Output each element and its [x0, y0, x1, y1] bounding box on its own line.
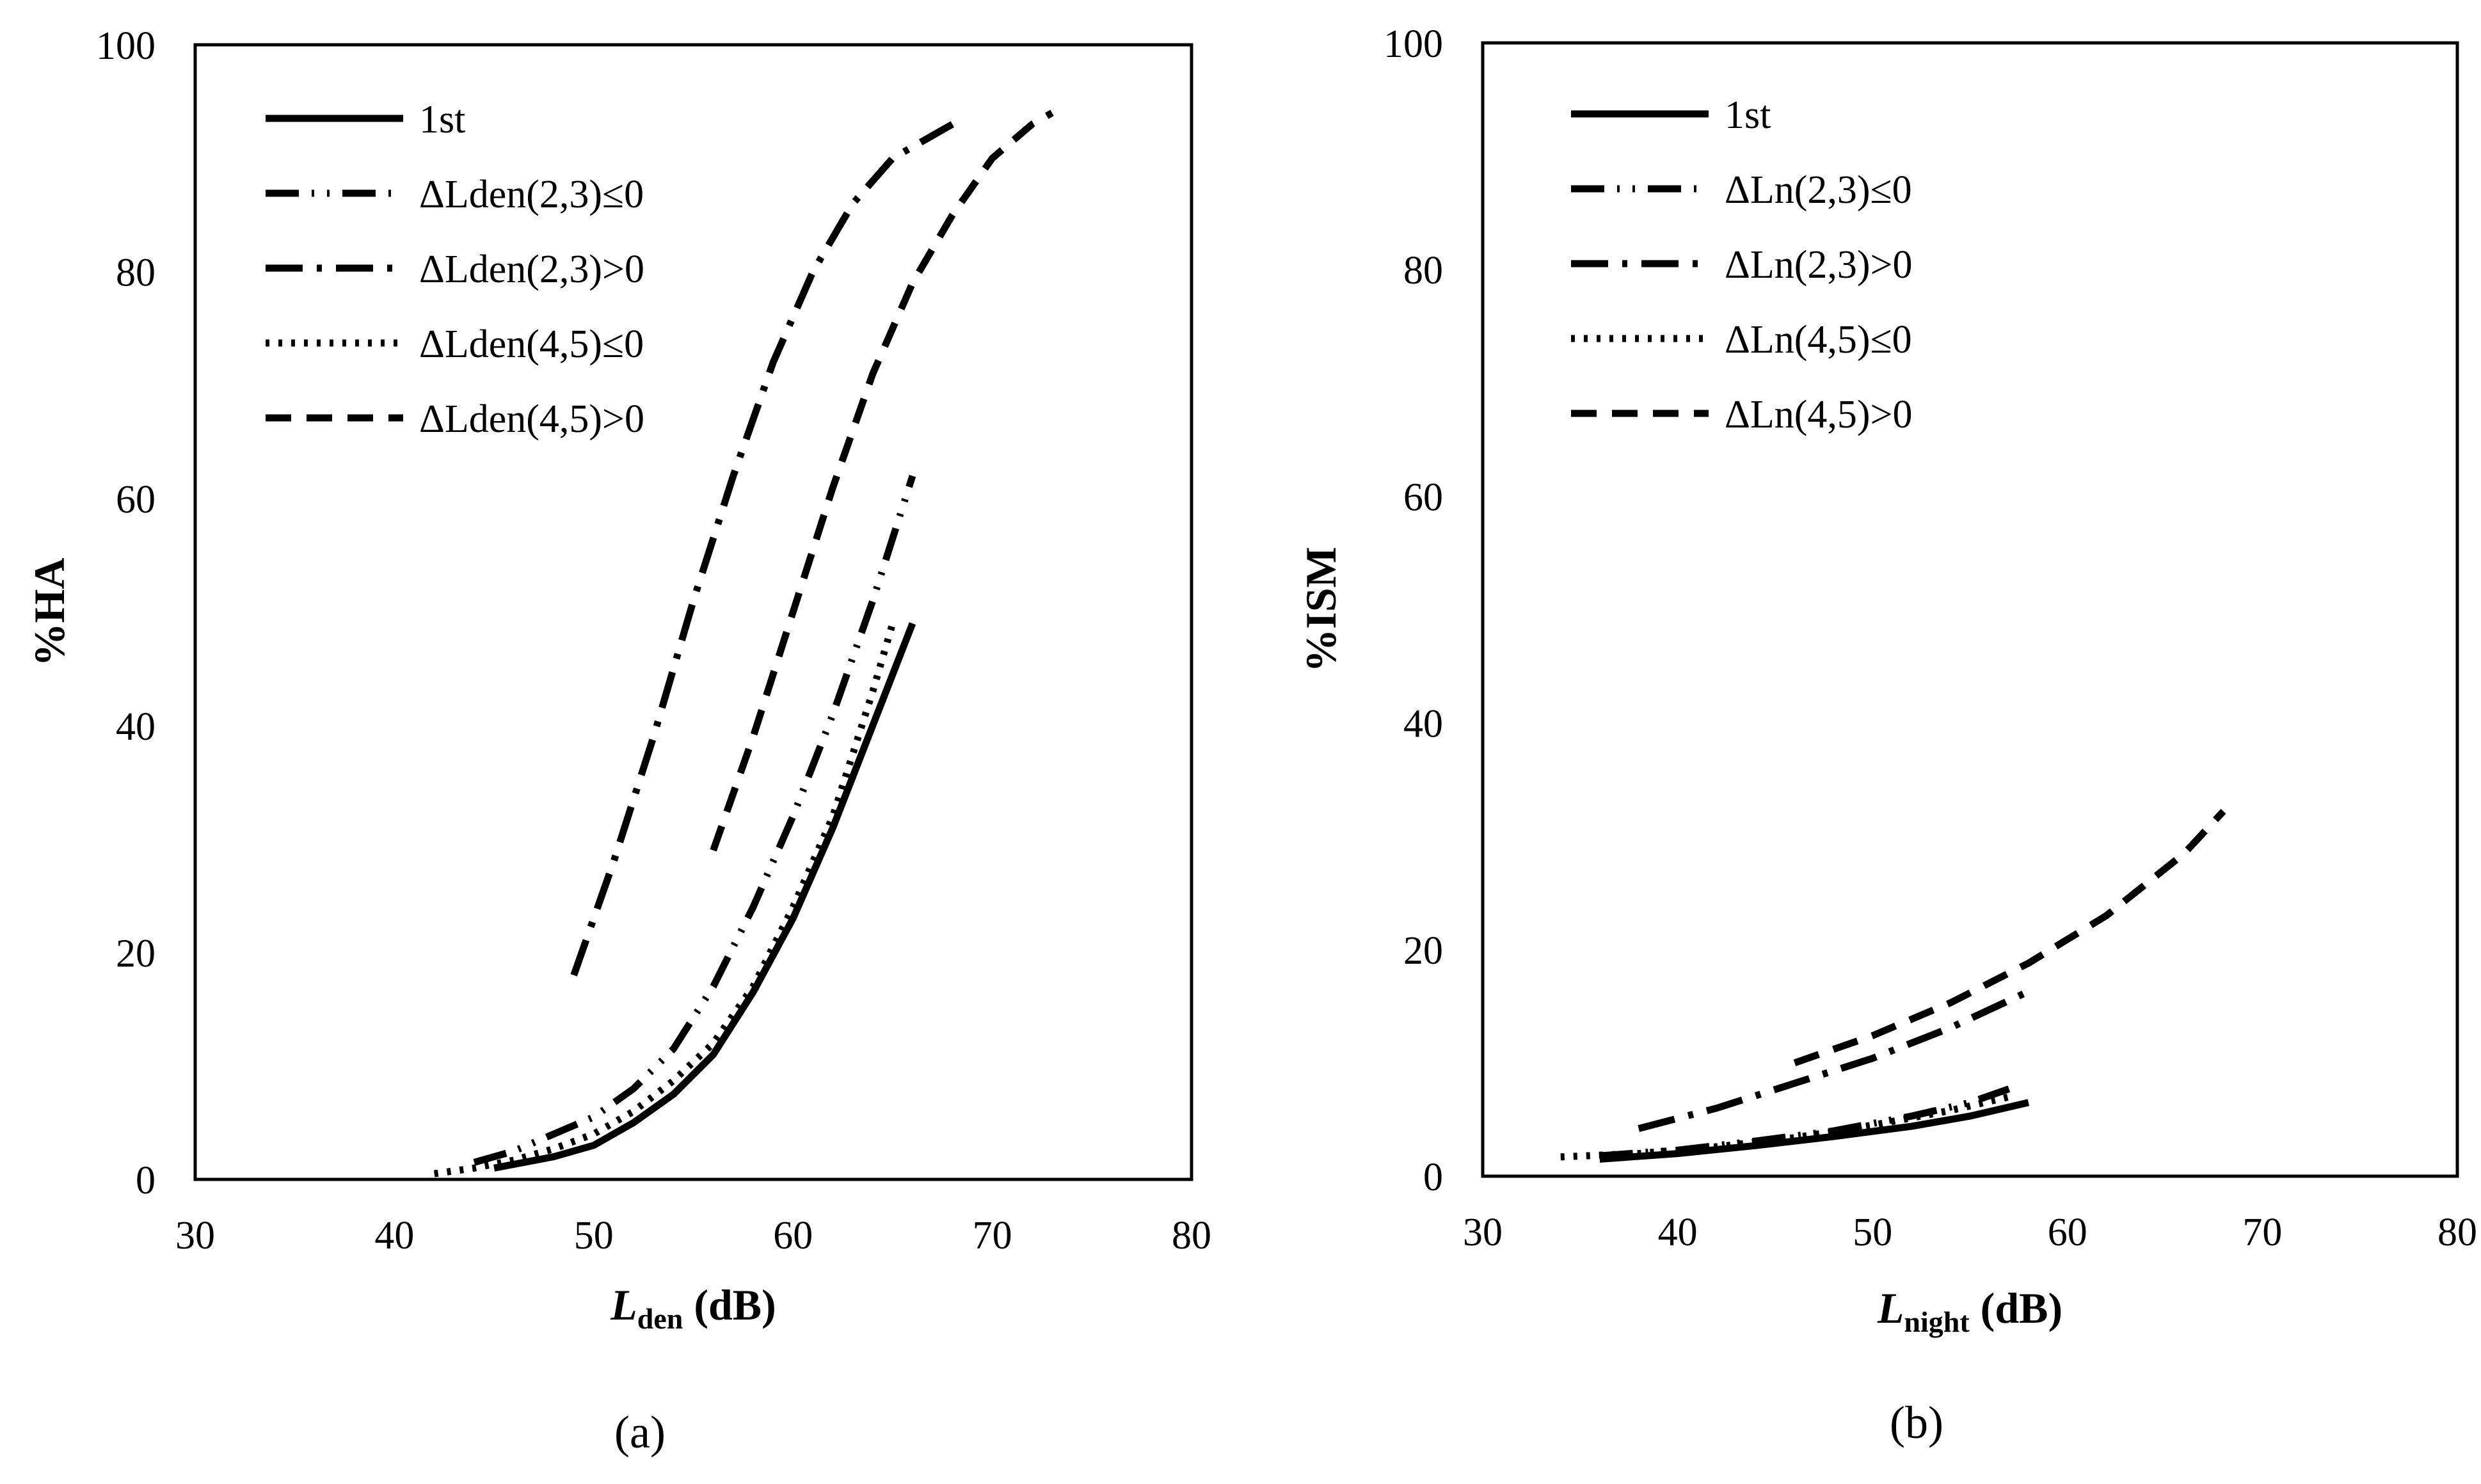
legend: 1st ΔLden(2,3)≤0 ΔLden(2,3)>0 ΔLden(4,5)≤0 Δ…	[266, 98, 644, 441]
x-tick-label: 80	[2437, 1211, 2477, 1254]
panel-label: (b)	[1890, 1397, 1943, 1448]
legend: 1st ΔLn(2,3)≤0 ΔLn(2,3)>0 ΔLn(4,5)≤0 ΔLn(4,5…	[1571, 93, 1913, 436]
y-tick-label: 60	[116, 478, 156, 522]
y-tick-label: 20	[116, 932, 156, 975]
plot-area-frame	[193, 43, 1193, 1181]
x-tick-label: 40	[1658, 1211, 1698, 1254]
legend-label: ΔLn(4,5)≤0	[1725, 318, 1912, 362]
legend-label: ΔLn(2,3)>0	[1725, 243, 1913, 287]
x-tick-label: 60	[773, 1214, 813, 1257]
y-tick-label: 100	[96, 24, 156, 68]
y-tick-label: 0	[136, 1159, 156, 1202]
series-line-3	[570, 121, 955, 977]
legend-label: ΔLn(4,5)>0	[1725, 393, 1913, 436]
series-line-1	[493, 622, 916, 1172]
y-tick-label: 40	[116, 705, 156, 749]
chart-panel-b: 30 40 50 60 70 80 0 20 40 60 80 100 1st ΔLn(2,3)≤0 ΔLn…	[1296, 22, 2477, 1448]
legend-label: 1st	[1725, 93, 1771, 137]
series-line-2	[473, 475, 916, 1166]
legend-label: ΔLden(4,5)≤0	[419, 323, 644, 366]
y-tick-label: 100	[1384, 22, 1443, 66]
x-tick-label: 30	[1463, 1211, 1503, 1254]
x-tick-label: 50	[574, 1214, 614, 1257]
legend-label: ΔLn(2,3)≤0	[1725, 168, 1912, 212]
legend-label: 1st	[419, 98, 465, 141]
x-tick-label: 40	[374, 1214, 414, 1257]
series-line-5	[1793, 808, 2226, 1067]
y-tick-label: 40	[1403, 703, 1443, 746]
y-tick-label: 20	[1403, 929, 1443, 973]
x-axis-title: Lnight (dB)	[1877, 1284, 2062, 1338]
panel-label: (a)	[614, 1407, 666, 1458]
x-tick-label: 70	[2242, 1211, 2282, 1254]
y-tick-label: 80	[116, 251, 156, 295]
x-tick-label: 50	[1853, 1211, 1892, 1254]
x-tick-label: 70	[973, 1214, 1012, 1257]
plot-area-frame	[1481, 41, 2459, 1178]
series-line-5	[710, 109, 1054, 852]
y-tick-label: 60	[1403, 475, 1443, 519]
x-axis-title: Lden (dB)	[610, 1281, 776, 1335]
legend-label: ΔLden(2,3)>0	[419, 248, 644, 291]
x-tick-label: 60	[2048, 1211, 2087, 1254]
legend-label: ΔLden(4,5)>0	[419, 397, 644, 441]
x-tick-label: 80	[1172, 1214, 1211, 1257]
x-tick-label: 30	[175, 1214, 215, 1257]
chart-panel-a: 30 40 50 60 70 80 0 20 40 60 80 100 1st ΔLden(2,3)≤0 Δ…	[25, 24, 1211, 1458]
series-line-4	[1560, 1093, 2010, 1161]
y-tick-label: 0	[1423, 1156, 1443, 1199]
y-axis-title: %ISM	[1296, 547, 1345, 672]
y-axis-title: %HA	[25, 558, 74, 667]
legend-label: ΔLden(2,3)≤0	[419, 173, 644, 216]
y-tick-label: 80	[1403, 249, 1443, 292]
